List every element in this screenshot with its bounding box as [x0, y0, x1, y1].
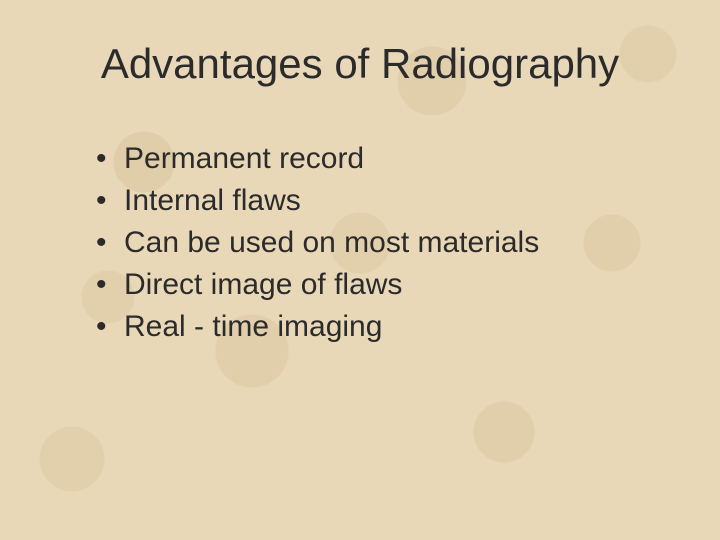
- bullet-item: Real - time imaging: [90, 306, 660, 348]
- slide-title: Advantages of Radiography: [60, 40, 660, 88]
- bullet-item: Can be used on most materials: [90, 222, 660, 264]
- bullet-item: Direct image of flaws: [90, 264, 660, 306]
- bullet-list: Permanent record Internal flaws Can be u…: [90, 138, 660, 348]
- slide-container: Advantages of Radiography Permanent reco…: [0, 0, 720, 540]
- bullet-item: Internal flaws: [90, 180, 660, 222]
- bullet-item: Permanent record: [90, 138, 660, 180]
